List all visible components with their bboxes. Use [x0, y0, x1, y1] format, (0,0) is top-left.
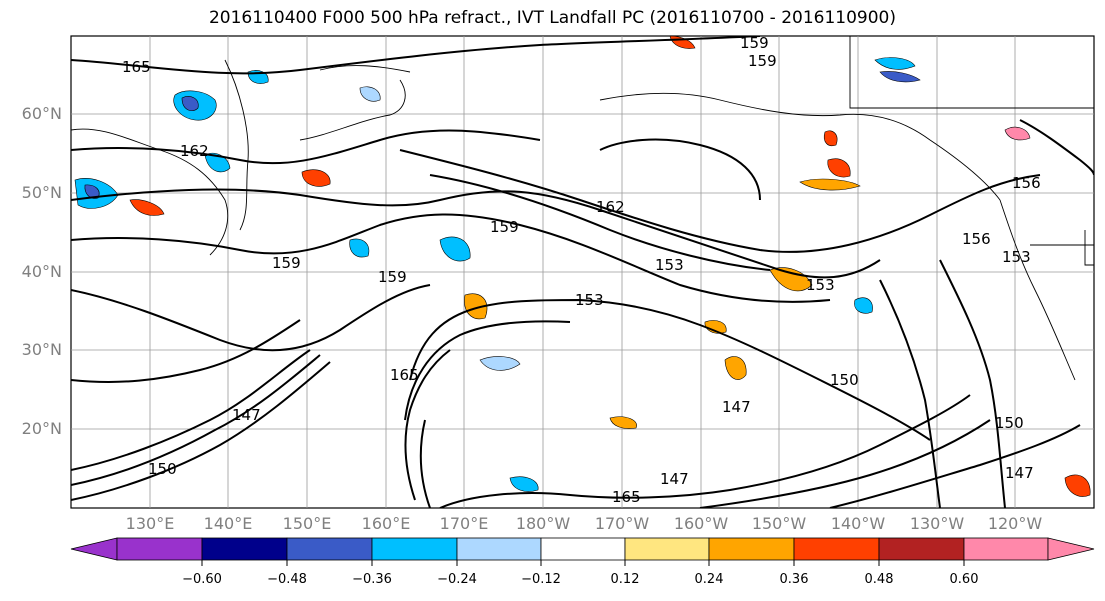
contour-label: 159: [748, 52, 777, 70]
coastlines: [71, 36, 1094, 381]
lat-label: 30°N: [21, 340, 62, 359]
lon-label: 170°W: [594, 514, 650, 533]
contour-label: 150: [148, 460, 177, 478]
contour-label: 147: [722, 398, 751, 416]
contour-label: 159: [272, 254, 301, 272]
contour-label: 162: [180, 142, 209, 160]
contour-label: 153: [1002, 248, 1031, 266]
lon-label: 150°E: [282, 514, 332, 533]
contour-label: 150: [830, 371, 859, 389]
contour-label: 156: [962, 230, 991, 248]
lon-label: 130°E: [125, 514, 175, 533]
contour-label: 153: [655, 256, 684, 274]
lat-label: 60°N: [21, 104, 62, 123]
contour-label: 162: [596, 198, 625, 216]
colorbar-tick-label: 0.24: [694, 572, 724, 587]
contour-label: 147: [660, 470, 689, 488]
contour-label: 156: [1012, 174, 1041, 192]
colorbar-left-extension: [70, 537, 118, 561]
contour-label: 159: [740, 34, 769, 52]
contour-label: 150: [995, 414, 1024, 432]
contour-label: 165: [390, 366, 419, 384]
lon-label: 160°E: [361, 514, 411, 533]
contour-label: 147: [232, 406, 261, 424]
lon-label: 160°W: [673, 514, 729, 533]
contour-label: 153: [575, 291, 604, 309]
colorbar-tick-label: −0.36: [352, 572, 392, 587]
graticule: [71, 36, 1094, 508]
colorbar-tick-label: −0.12: [521, 572, 561, 587]
colorbar-tick-label: −0.60: [182, 572, 222, 587]
contour-lines: [71, 36, 1094, 508]
colorbar: [70, 537, 1095, 561]
colorbar-right-extension: [1047, 537, 1095, 561]
lon-label: 180°W: [515, 514, 571, 533]
colorbar-tick-label: 0.48: [864, 572, 894, 587]
colorbar-tick-label: 0.60: [949, 572, 979, 587]
lat-label: 20°N: [21, 419, 62, 438]
colorbar-tick-label: 0.36: [779, 572, 809, 587]
filled-patches: [74, 36, 1091, 497]
lon-label: 120°W: [987, 514, 1043, 533]
colorbar-ticks: [201, 560, 965, 566]
colorbar-tick-label: −0.24: [437, 572, 477, 587]
contour-label: 165: [122, 58, 151, 76]
lon-label: 150°W: [751, 514, 807, 533]
lon-label: 140°E: [203, 514, 253, 533]
lon-label: 170°E: [439, 514, 489, 533]
contour-label: 165: [612, 488, 641, 506]
contour-label-group: 165 162 159 159 162 159 153 153 153 150 …: [122, 34, 1041, 506]
lat-label: 50°N: [21, 183, 62, 202]
figure-title: 2016110400 F000 500 hPa refract., IVT La…: [208, 8, 896, 28]
colorbar-tick-label: 0.12: [610, 572, 640, 587]
contour-label: 159: [490, 218, 519, 236]
contour-label: 147: [1005, 464, 1034, 482]
contour-label: 159: [378, 268, 407, 286]
lon-label: 130°W: [909, 514, 965, 533]
colorbar-tick-label: −0.48: [267, 572, 307, 587]
contour-label: 153: [806, 276, 835, 294]
lon-label: 140°W: [830, 514, 886, 533]
lat-label: 40°N: [21, 262, 62, 281]
